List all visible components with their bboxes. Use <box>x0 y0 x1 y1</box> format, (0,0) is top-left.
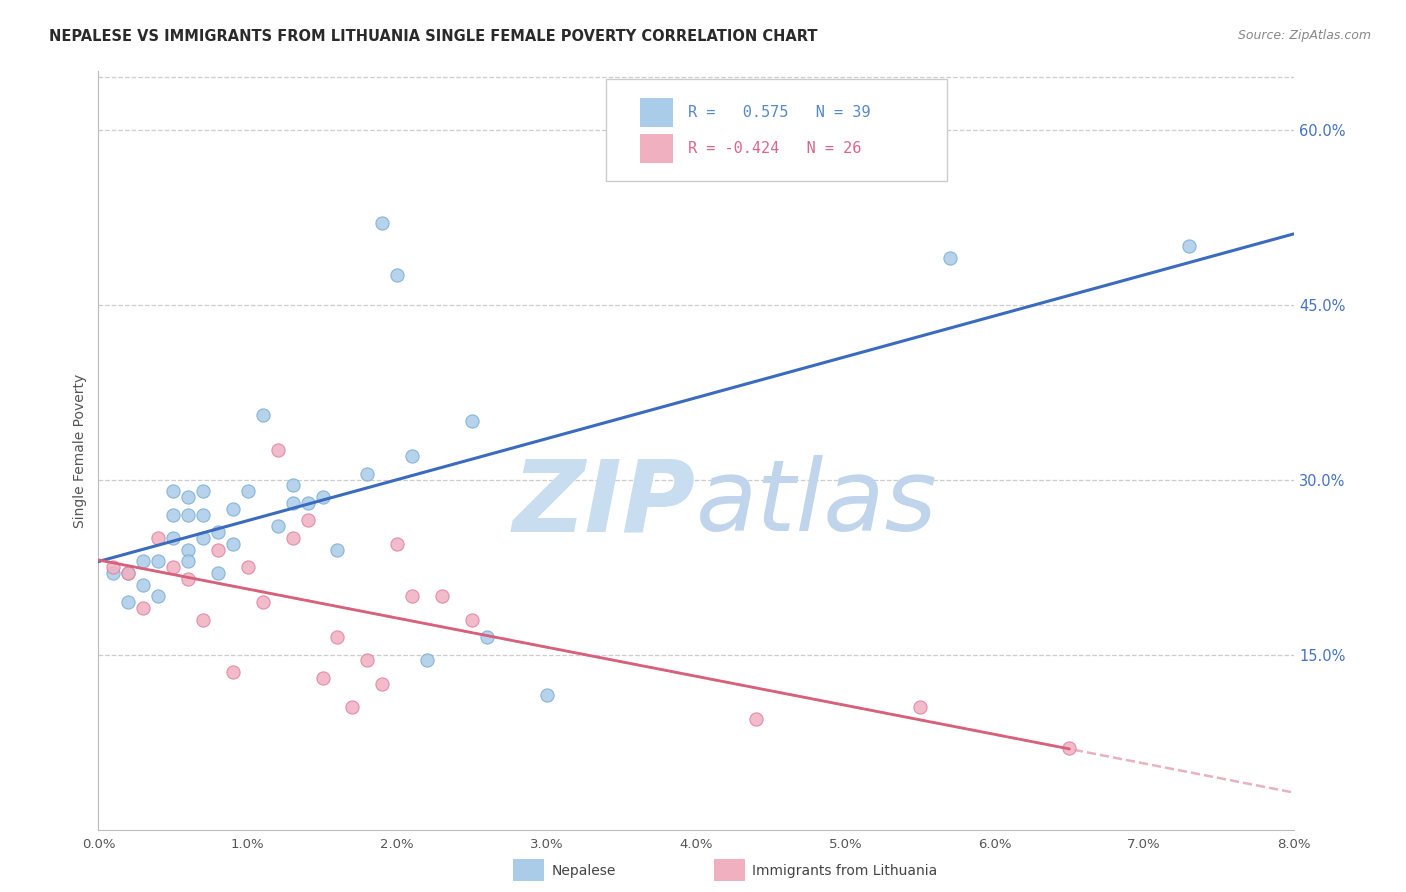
Point <box>207 525 229 540</box>
Text: Source: ZipAtlas.com: Source: ZipAtlas.com <box>1237 29 1371 42</box>
Text: Nepalese: Nepalese <box>551 864 616 879</box>
Point <box>148 531 170 545</box>
Point <box>177 554 200 568</box>
Point <box>939 251 962 265</box>
Point <box>191 613 214 627</box>
Text: atlas: atlas <box>696 455 938 552</box>
FancyBboxPatch shape <box>640 98 673 127</box>
Point <box>117 566 139 580</box>
Text: R =   0.575   N = 39: R = 0.575 N = 39 <box>688 104 870 120</box>
Point <box>1178 239 1201 253</box>
Point <box>103 566 125 580</box>
Point <box>148 589 170 603</box>
Point <box>311 671 333 685</box>
Point <box>475 630 498 644</box>
Point <box>461 613 484 627</box>
Point <box>461 414 484 428</box>
Point <box>162 484 184 499</box>
Point <box>177 572 200 586</box>
Point <box>281 478 304 492</box>
Point <box>148 554 170 568</box>
Point <box>356 467 378 481</box>
Point <box>297 513 319 527</box>
Point <box>191 484 214 499</box>
Point <box>236 560 259 574</box>
Point <box>252 595 274 609</box>
Point <box>536 689 558 703</box>
Point <box>207 542 229 557</box>
Point <box>401 450 423 464</box>
FancyBboxPatch shape <box>606 79 948 181</box>
Point <box>416 653 439 667</box>
Point <box>356 653 378 667</box>
Point <box>222 665 245 679</box>
Point <box>311 490 333 504</box>
Point <box>326 630 349 644</box>
Point <box>267 519 290 533</box>
Point <box>177 490 200 504</box>
Point <box>191 531 214 545</box>
Point <box>222 501 245 516</box>
Point <box>326 542 349 557</box>
Point <box>297 496 319 510</box>
Point <box>267 443 290 458</box>
Point <box>222 537 245 551</box>
Point <box>162 560 184 574</box>
Point <box>385 268 409 283</box>
Text: Immigrants from Lithuania: Immigrants from Lithuania <box>752 864 938 879</box>
Point <box>1059 740 1081 755</box>
Point <box>371 216 394 230</box>
Point <box>103 560 125 574</box>
Point <box>281 531 304 545</box>
Text: R = -0.424   N = 26: R = -0.424 N = 26 <box>688 141 860 156</box>
Point <box>430 589 453 603</box>
Point <box>342 700 364 714</box>
Point <box>132 601 155 615</box>
Point <box>132 577 155 591</box>
Point <box>177 542 200 557</box>
FancyBboxPatch shape <box>640 135 673 163</box>
Y-axis label: Single Female Poverty: Single Female Poverty <box>73 374 87 527</box>
Point <box>371 677 394 691</box>
Point <box>281 496 304 510</box>
Text: NEPALESE VS IMMIGRANTS FROM LITHUANIA SINGLE FEMALE POVERTY CORRELATION CHART: NEPALESE VS IMMIGRANTS FROM LITHUANIA SI… <box>49 29 818 44</box>
Point <box>162 508 184 522</box>
Point <box>191 508 214 522</box>
Point <box>117 566 139 580</box>
Point <box>401 589 423 603</box>
Point <box>117 595 139 609</box>
Point <box>177 508 200 522</box>
Point <box>252 409 274 423</box>
Point <box>908 700 931 714</box>
Point <box>236 484 259 499</box>
Point <box>385 537 409 551</box>
Point <box>207 566 229 580</box>
Point <box>132 554 155 568</box>
Text: ZIP: ZIP <box>513 455 696 552</box>
Point <box>745 712 768 726</box>
Point <box>162 531 184 545</box>
